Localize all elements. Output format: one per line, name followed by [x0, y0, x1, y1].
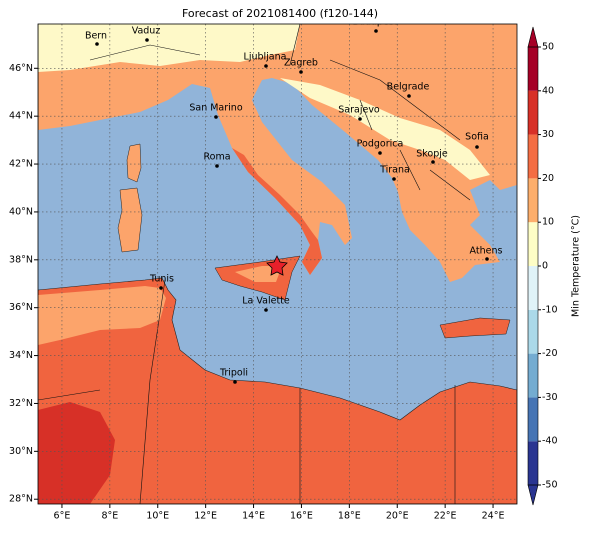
colorbar-tick-label: -40 [542, 436, 558, 447]
colorbar-tick-label: 20 [542, 173, 554, 184]
map-frame [37, 23, 518, 505]
y-tick-label: 32°N [9, 398, 33, 409]
city-label: Ljubljana [244, 52, 287, 63]
x-tick-label: 18°E [338, 511, 361, 522]
city-label: Tirana [379, 165, 410, 176]
colorbar-bin [528, 47, 538, 91]
africa-hot [38, 402, 115, 504]
y-tick-label: 38°N [9, 254, 33, 265]
city-label: San Marino [189, 103, 242, 114]
city-dot [392, 177, 396, 181]
colorbar-tick-label: -30 [542, 392, 558, 403]
city-dot [95, 42, 99, 46]
y-tick-label: 34°N [9, 350, 33, 361]
x-tick-label: 24°E [482, 511, 505, 522]
city-label: Skopje [416, 149, 448, 160]
city-label: Bern [85, 31, 107, 42]
colorbar-bin [528, 222, 538, 266]
city-dot [407, 94, 411, 98]
x-tick-label: 14°E [242, 511, 265, 522]
city-dot [233, 380, 237, 384]
y-tick-label: 46°N [9, 63, 33, 74]
city-dot [374, 29, 378, 33]
y-tick-label: 44°N [9, 111, 33, 122]
city-dot [214, 115, 218, 119]
x-tick-label: 22°E [434, 511, 457, 522]
alps-cool [38, 24, 300, 72]
grid [38, 24, 517, 504]
chart-title: Forecast of 2021081400 (f120-144) [182, 7, 378, 20]
city-label: Zagreb [284, 58, 318, 69]
city-dot [215, 164, 219, 168]
corsica [126, 143, 142, 183]
x-tick-label: 12°E [194, 511, 217, 522]
colorbar-bin [528, 266, 538, 310]
colorbar-tick-label: 30 [542, 129, 554, 140]
colorbar-tick-label: -10 [542, 304, 558, 315]
city-label: Sofia [465, 132, 489, 143]
colorbar-bin [528, 353, 538, 398]
city-label: Belgrade [387, 82, 430, 93]
city-dot [485, 257, 489, 261]
colorbar-bin [528, 309, 538, 354]
y-tick-label: 28°N [9, 494, 33, 505]
italy-coast-warm [232, 148, 322, 275]
africa-coast-warm [38, 286, 166, 345]
city-label: Sarajevo [338, 105, 380, 116]
colorbar-bin [528, 134, 538, 179]
sicily-inner [235, 266, 282, 282]
city-dot [358, 117, 362, 121]
y-tick-label: 36°N [9, 302, 33, 313]
city-dot [378, 151, 382, 155]
city-dot [264, 308, 268, 312]
colorbar-bin [528, 397, 538, 442]
colorbar-tick-label: 50 [542, 42, 554, 53]
city-label: Tunis [149, 274, 174, 285]
crete [439, 317, 511, 339]
y-tick-label: 42°N [9, 159, 33, 170]
city-label: Roma [203, 152, 230, 163]
city-label: Budapest [353, 17, 398, 28]
colorbar-tick-label: 0 [542, 261, 548, 272]
city-label: Podgorica [357, 139, 404, 150]
city-dot [299, 70, 303, 74]
balkan-cool [280, 78, 490, 180]
x-tick-label: 10°E [146, 511, 169, 522]
x-tick-label: 16°E [290, 511, 313, 522]
city-dot [475, 145, 479, 149]
colorbar-bin [528, 178, 538, 223]
colorbar-label: Min Temperature (°C) [571, 215, 582, 317]
colorbar: -50 -40 -30 -20 -10 0 10 20 30 40 50 [527, 26, 558, 506]
colorbar-bin [528, 441, 538, 485]
city-label: Vaduz [132, 26, 161, 37]
colorbar-extend-min [527, 484, 539, 506]
colorbar-tick-label: -50 [542, 480, 558, 491]
colorbar-tick-label: -20 [542, 348, 558, 359]
city-label: Tripoli [219, 368, 248, 379]
city-label: La Valette [242, 296, 290, 307]
sardinia [117, 187, 143, 253]
x-tick-label: 8°E [101, 511, 118, 522]
x-tick-label: 20°E [386, 511, 409, 522]
city-dot [159, 286, 163, 290]
colorbar-tick-label: 40 [542, 85, 554, 96]
colorbar-tick-label: 10 [542, 217, 554, 228]
country-borders [38, 24, 471, 504]
city-dot [145, 38, 149, 42]
colorbar-extend-max [527, 26, 539, 48]
x-tick-label: 6°E [54, 511, 71, 522]
city-label: Athens [470, 246, 503, 257]
city-dot [431, 160, 435, 164]
y-tick-label: 40°N [9, 206, 33, 217]
event-star [266, 255, 288, 276]
y-tick-label: 30°N [9, 446, 33, 457]
colorbar-bin [528, 90, 538, 135]
city-dot [264, 64, 268, 68]
